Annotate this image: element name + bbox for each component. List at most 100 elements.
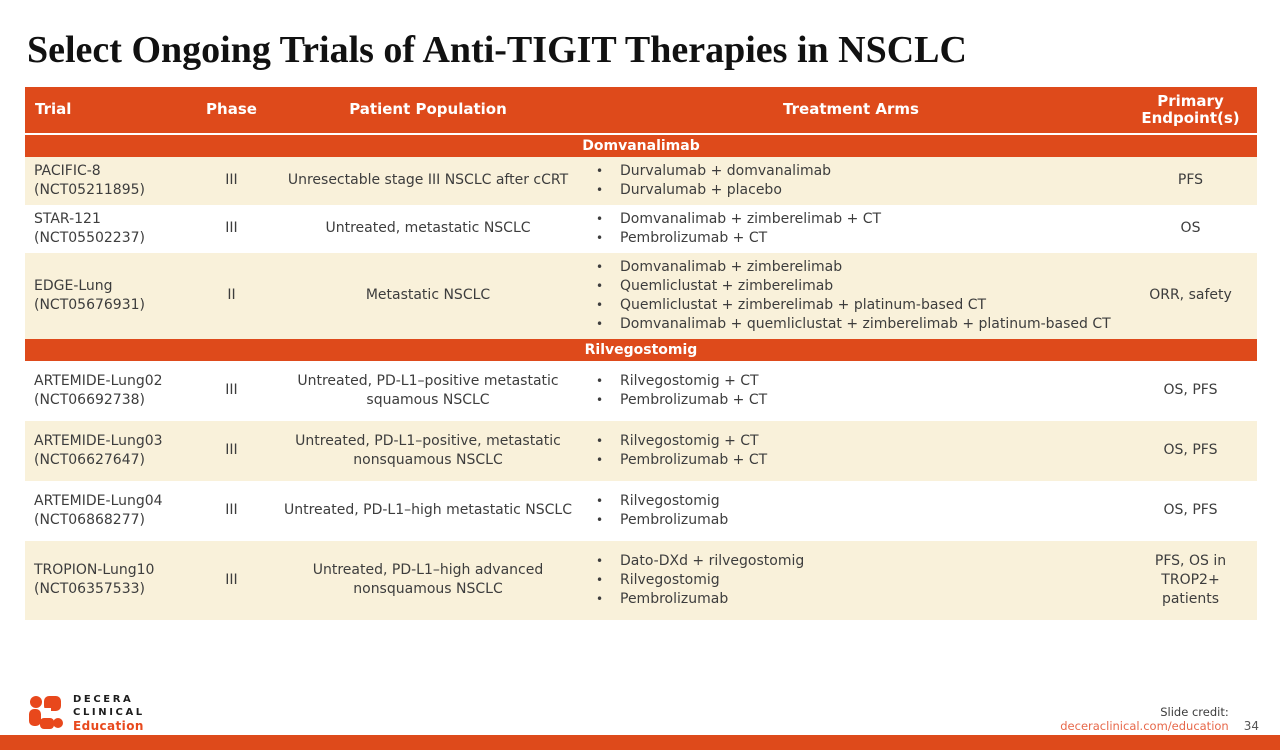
trial-name: ARTEMIDE-Lung02: [34, 372, 163, 389]
treatment-arm-text: Pembrolizumab: [620, 511, 729, 528]
arms-cell: • Domvanalimab + zimberelimab • Quemliclust…: [578, 258, 1124, 334]
treatment-arm-text: Rilvegostomig: [620, 571, 720, 588]
table-row: ARTEMIDE-Lung03 (NCT06627647) III Untreated…: [25, 420, 1257, 481]
bullet-icon: •: [596, 316, 604, 331]
treatment-arm-text: Quemliclustat + zimberelimab: [620, 277, 834, 294]
trial-cell: PACIFIC-8 (NCT05211895): [25, 162, 185, 200]
trial-name: PACIFIC-8: [34, 162, 101, 179]
trial-nct-id: (NCT05211895): [34, 181, 145, 198]
table-row: EDGE-Lung (NCT05676931) II Metastatic NSCLC…: [25, 252, 1257, 339]
decera-logo-icon: [29, 696, 63, 729]
treatment-arm-item: • Durvalumab + placebo: [592, 181, 1116, 200]
population-cell: Metastatic NSCLC: [365, 287, 491, 304]
table-row: ARTEMIDE-Lung04 (NCT06868277) III Untreated…: [25, 480, 1257, 541]
arms-cell: • Rilvegostomig + CT • Pembrolizumab + CT: [578, 432, 1124, 470]
table-row: ARTEMIDE-Lung02 (NCT06692738) III Untreated…: [25, 360, 1257, 421]
endpoints-cell: OS, PFS: [1163, 442, 1218, 459]
bullet-icon: •: [596, 392, 604, 407]
phase-cell: III: [225, 220, 238, 237]
arms-cell: • Rilvegostomig + CT • Pembrolizumab + CT: [578, 372, 1124, 410]
trial-cell: ARTEMIDE-Lung03 (NCT06627647): [25, 432, 185, 470]
treatment-arm-item: • Rilvegostomig: [592, 492, 1116, 511]
trial-nct-id: (NCT05502237): [34, 229, 145, 246]
trial-cell: EDGE-Lung (NCT05676931): [25, 277, 185, 315]
treatment-arm-item: • Dato-DXd + rilvegostomig: [592, 552, 1116, 571]
treatment-arm-text: Durvalumab + placebo: [620, 181, 782, 198]
trial-nct-id: (NCT06627647): [34, 451, 145, 468]
treatment-arm-text: Rilvegostomig + CT: [620, 372, 759, 389]
trial-nct-id: (NCT06357533): [34, 581, 145, 598]
bullet-icon: •: [596, 452, 604, 467]
section-header-domvanalimab: Domvanalimab: [25, 134, 1257, 157]
bullet-icon: •: [596, 591, 604, 606]
treatment-arm-text: Domvanalimab + zimberelimab: [620, 258, 843, 275]
credit-group: Slide credit: deceraclinical.com/educati…: [1060, 705, 1259, 733]
population-cell: Untreated, PD-L1–high metastatic NSCLC: [283, 502, 572, 519]
table-row: PACIFIC-8 (NCT05211895) III Unresectable st…: [25, 156, 1257, 205]
endpoints-cell: OS, PFS: [1163, 382, 1218, 399]
treatment-arm-item: • Domvanalimab + zimberelimab + CT: [592, 210, 1116, 229]
trial-nct-id: (NCT05676931): [34, 296, 145, 313]
bullet-icon: •: [596, 373, 604, 388]
treatment-arm-item: • Rilvegostomig + CT: [592, 372, 1116, 391]
brand-name-line2: CLINICAL: [73, 707, 145, 718]
treatment-arm-item: • Rilvegostomig + CT: [592, 432, 1116, 451]
treatment-arm-item: • Pembrolizumab + CT: [592, 391, 1116, 410]
slide: { "title": "Select Ongoing Trials of Ant…: [0, 29, 1280, 750]
phase-cell: III: [225, 442, 238, 459]
treatment-arm-item: • Pembrolizumab + CT: [592, 451, 1116, 470]
arms-cell: • Dato-DXd + rilvegostomig • Rilvegostomig •…: [578, 552, 1124, 609]
treatment-arm-text: Pembrolizumab + CT: [620, 451, 768, 468]
population-cell: Unresectable stage III NSCLC after cCRT: [287, 172, 569, 189]
column-header-phase: Phase: [206, 100, 257, 119]
treatment-arm-item: • Pembrolizumab: [592, 511, 1116, 530]
bullet-icon: •: [596, 182, 604, 197]
endpoints-cell: OS: [1180, 220, 1201, 237]
treatment-arm-item: • Durvalumab + domvanalimab: [592, 162, 1116, 181]
treatment-arm-item: • Pembrolizumab: [592, 590, 1116, 609]
trial-cell: STAR-121 (NCT05502237): [25, 210, 185, 248]
arms-cell: • Domvanalimab + zimberelimab + CT • Pembro…: [578, 210, 1124, 248]
treatment-arm-text: Quemliclustat + zimberelimab + platinum-…: [620, 296, 987, 313]
column-header-trial: Trial: [35, 100, 72, 119]
column-header-patient-population: Patient Population: [349, 100, 507, 119]
bullet-icon: •: [596, 553, 604, 568]
trial-cell: ARTEMIDE-Lung02 (NCT06692738): [25, 372, 185, 410]
treatment-arm-text: Pembrolizumab + CT: [620, 229, 768, 246]
bottom-accent-bar: [0, 735, 1280, 750]
brand-name-line1: DECERA: [73, 694, 134, 705]
trial-cell: ARTEMIDE-Lung04 (NCT06868277): [25, 492, 185, 530]
credit-link[interactable]: deceraclinical.com/education: [1060, 719, 1229, 733]
section-header-rilvegostomig: Rilvegostomig: [25, 338, 1257, 361]
column-header-treatment-arms: Treatment Arms: [783, 100, 919, 119]
endpoints-cell: PFS, OS in TROP2+ patients: [1154, 552, 1227, 607]
treatment-arm-item: • Rilvegostomig: [592, 571, 1116, 590]
treatment-arm-text: Pembrolizumab: [620, 590, 729, 607]
treatment-arm-text: Domvanalimab + zimberelimab + CT: [620, 210, 882, 227]
bullet-icon: •: [596, 163, 604, 178]
brand-text: DECERA CLINICAL Education: [73, 693, 145, 733]
trial-nct-id: (NCT06692738): [34, 391, 145, 408]
slide-credit: Slide credit: deceraclinical.com/educati…: [1060, 705, 1228, 733]
treatment-arm-text: Rilvegostomig: [620, 492, 720, 509]
table-body: Domvanalimab PACIFIC-8 (NCT05211895) III Unr…: [25, 134, 1257, 620]
trials-table: Trial Phase Patient Population Treatment…: [25, 86, 1257, 620]
column-header-primary-endpoints: Primary Endpoint(s): [1141, 91, 1240, 127]
phase-cell: III: [225, 571, 238, 588]
endpoints-cell: OS, PFS: [1163, 502, 1218, 519]
treatment-arm-item: • Quemliclustat + zimberelimab: [592, 277, 1116, 296]
bullet-icon: •: [596, 493, 604, 508]
bullet-icon: •: [596, 211, 604, 226]
bullet-icon: •: [596, 230, 604, 245]
treatment-arm-item: • Domvanalimab + zimberelimab: [592, 258, 1116, 277]
endpoints-cell: PFS: [1177, 172, 1204, 189]
population-cell: Untreated, PD-L1–positive metastatic squ…: [297, 372, 559, 408]
brand-education-label: Education: [73, 719, 144, 733]
brand-block: DECERA CLINICAL Education: [28, 693, 145, 733]
treatment-arm-text: Dato-DXd + rilvegostomig: [620, 552, 805, 569]
footer: DECERA CLINICAL Education Slide credit: …: [0, 691, 1280, 735]
phase-cell: III: [225, 502, 238, 519]
trial-name: TROPION-Lung10: [34, 562, 155, 579]
treatment-arm-item: • Quemliclustat + zimberelimab + platinum…: [592, 296, 1116, 315]
bullet-icon: •: [596, 297, 604, 312]
